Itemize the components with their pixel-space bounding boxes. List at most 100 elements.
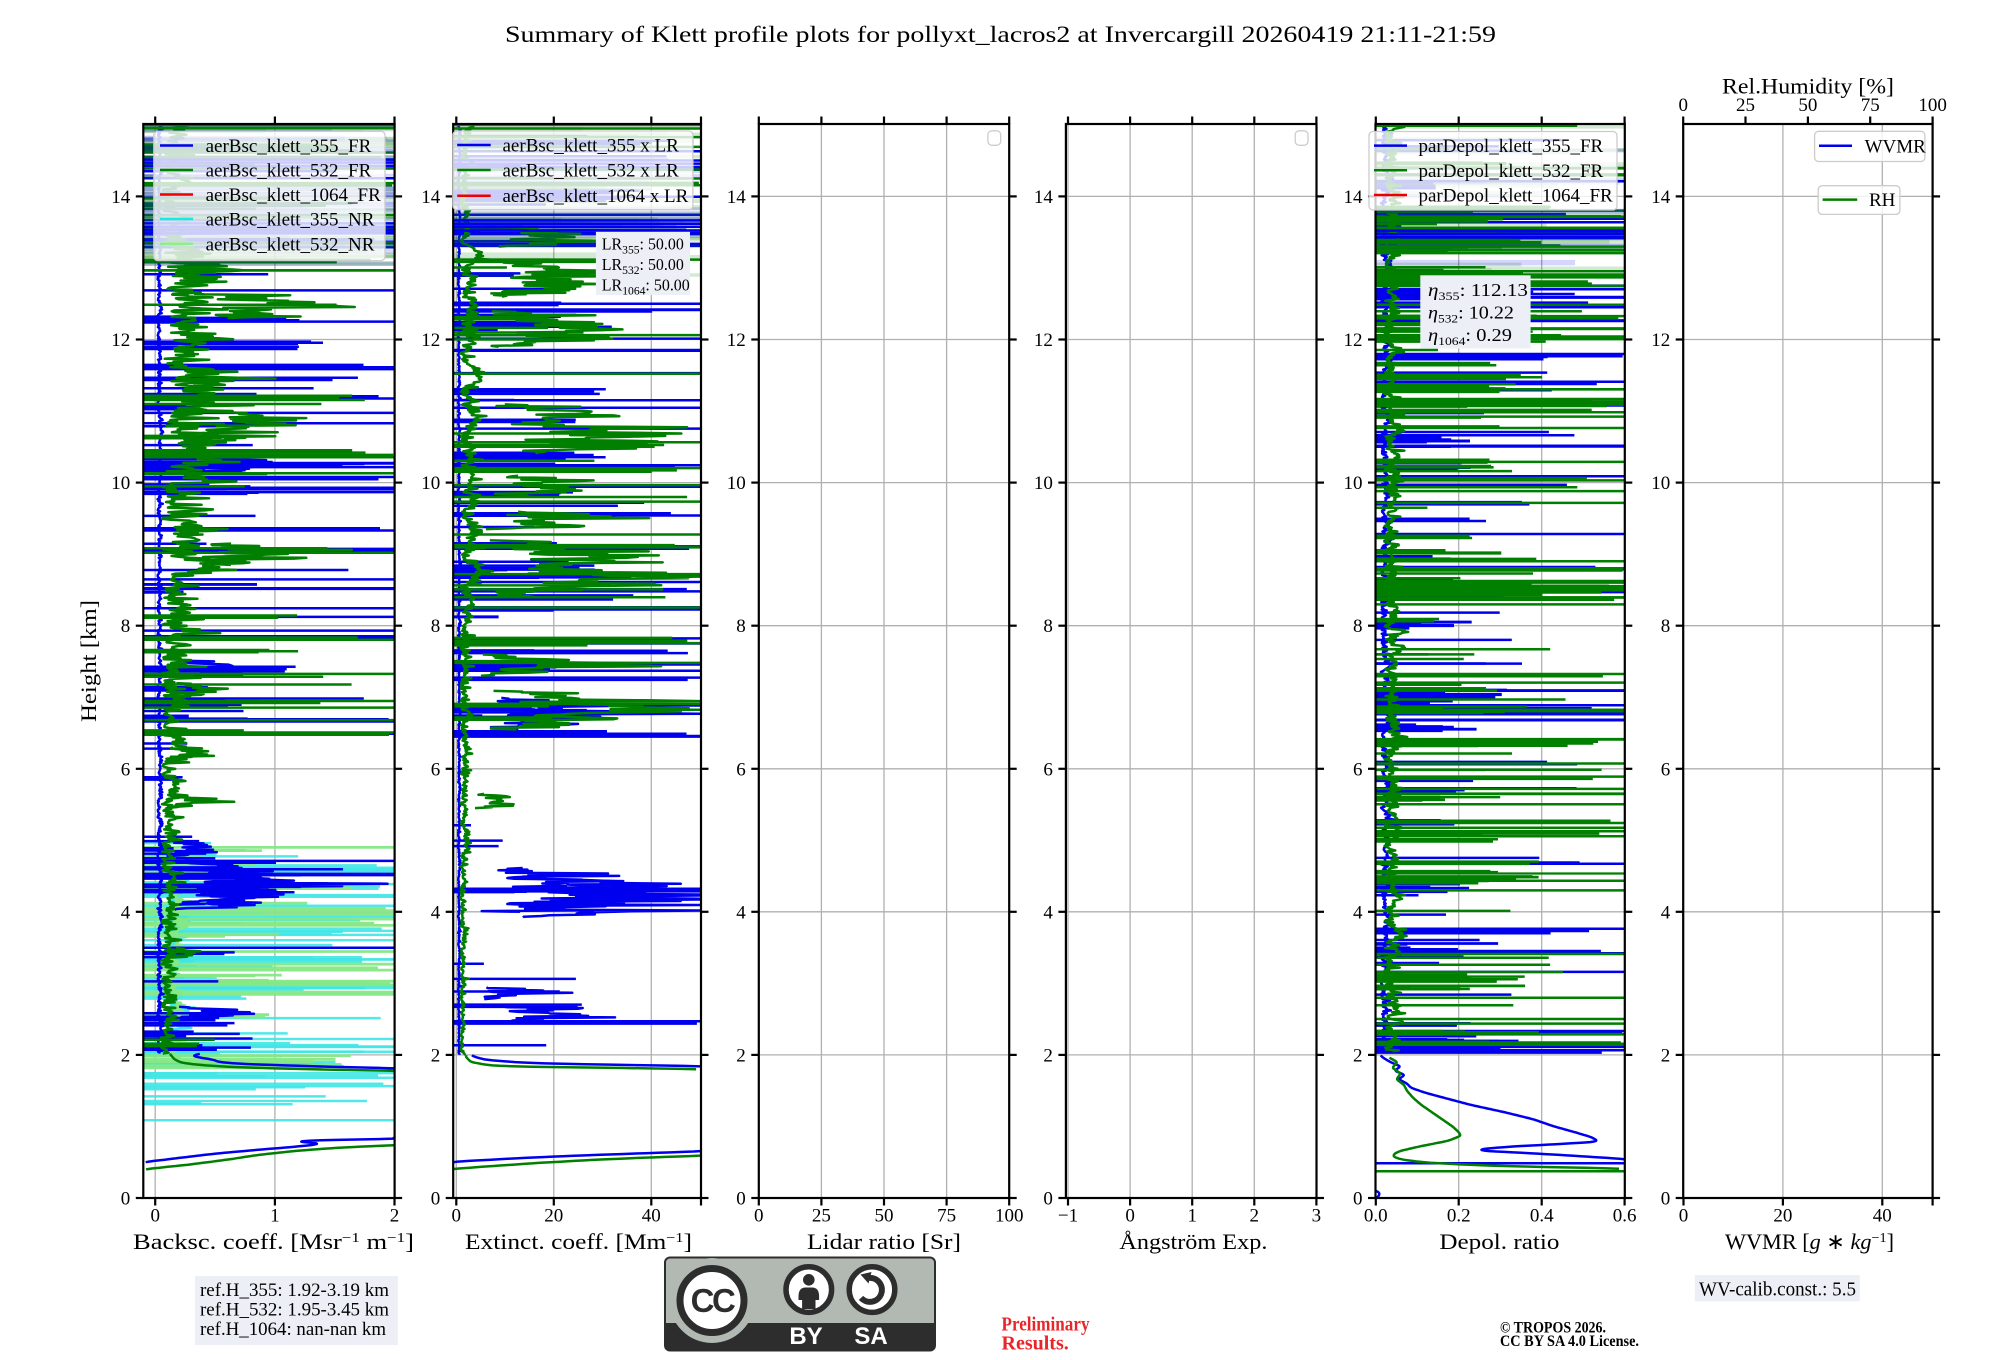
svg-text:Rel.Humidity [%]: Rel.Humidity [%]	[1722, 74, 1894, 99]
svg-text:20: 20	[544, 1206, 563, 1227]
svg-text:75: 75	[1861, 95, 1880, 116]
svg-text:CC BY SA 4.0 License.: CC BY SA 4.0 License.	[1500, 1333, 1639, 1350]
svg-text:8: 8	[1661, 616, 1671, 637]
svg-text:2: 2	[1661, 1045, 1671, 1066]
svg-text:14: 14	[1651, 187, 1671, 208]
svg-text:4: 4	[736, 902, 746, 923]
svg-text:50: 50	[875, 1206, 894, 1227]
svg-text:Results.: Results.	[1002, 1332, 1069, 1354]
svg-text:aerBsc_klett_355_FR: aerBsc_klett_355_FR	[206, 136, 372, 157]
svg-text:2: 2	[1353, 1045, 1363, 1066]
svg-text:0.0: 0.0	[1364, 1206, 1388, 1227]
svg-text:0: 0	[1678, 95, 1688, 116]
svg-text:4: 4	[1043, 902, 1053, 923]
svg-text:Depol. ratio: Depol. ratio	[1439, 1229, 1559, 1254]
svg-text:6: 6	[121, 759, 131, 780]
svg-text:ref.H_355: 1.92-3.19 km: ref.H_355: 1.92-3.19 km	[200, 1280, 389, 1301]
svg-text:© TROPOS 2026.: © TROPOS 2026.	[1500, 1320, 1606, 1337]
svg-text:12: 12	[727, 330, 746, 351]
svg-text:4: 4	[121, 902, 131, 923]
svg-text:aerBsc_klett_1064_FR: aerBsc_klett_1064_FR	[206, 185, 382, 206]
svg-text:Height [km]: Height [km]	[76, 600, 101, 722]
svg-text:Summary of Klett profile plots: Summary of Klett profile plots for polly…	[505, 22, 1496, 47]
svg-text:14: 14	[1034, 187, 1054, 208]
svg-text:4: 4	[431, 902, 441, 923]
svg-text:LR1064: 50.00: LR1064: 50.00	[602, 276, 690, 298]
svg-text:4: 4	[1353, 902, 1363, 923]
svg-text:50: 50	[1798, 95, 1817, 116]
svg-text:0.4: 0.4	[1530, 1206, 1554, 1227]
svg-text:40: 40	[1873, 1206, 1892, 1227]
svg-text:2: 2	[431, 1045, 441, 1066]
svg-text:10: 10	[421, 473, 440, 494]
svg-text:1: 1	[270, 1206, 280, 1227]
svg-text:2: 2	[736, 1045, 746, 1066]
svg-text:WVMR [g ∗ kg−1]: WVMR [g ∗ kg−1]	[1725, 1229, 1894, 1254]
svg-text:Backsc. coeff. [Msr−1​ m−1​]: Backsc. coeff. [Msr−1​ m−1​]	[133, 1229, 414, 1254]
svg-text:14: 14	[111, 187, 131, 208]
svg-text:14: 14	[727, 187, 747, 208]
svg-text:RH: RH	[1869, 190, 1896, 211]
svg-text:75: 75	[937, 1206, 956, 1227]
svg-text:6: 6	[1661, 759, 1671, 780]
svg-text:6: 6	[1043, 759, 1053, 780]
svg-text:aerBsc_klett_532_FR: aerBsc_klett_532_FR	[206, 161, 372, 182]
svg-text:aerBsc_klett_355_NR: aerBsc_klett_355_NR	[206, 210, 375, 231]
svg-text:6: 6	[736, 759, 746, 780]
svg-text:12: 12	[1651, 330, 1670, 351]
svg-text:LR355: 50.00: LR355: 50.00	[602, 235, 684, 257]
svg-text:0: 0	[431, 1189, 441, 1210]
svg-text:Extinct. coeff. [Mm−1​]: Extinct. coeff. [Mm−1​]	[465, 1229, 692, 1254]
svg-text:8: 8	[121, 616, 131, 637]
svg-text:2: 2	[121, 1045, 131, 1066]
svg-text:12: 12	[1344, 330, 1363, 351]
svg-text:−1: −1	[1058, 1206, 1078, 1227]
svg-text:parDepol_klett_532_FR: parDepol_klett_532_FR	[1419, 161, 1604, 182]
svg-text:Preliminary: Preliminary	[1002, 1313, 1090, 1335]
svg-text:10: 10	[1034, 473, 1053, 494]
svg-text:6: 6	[431, 759, 441, 780]
svg-text:12: 12	[421, 330, 440, 351]
svg-text:0: 0	[1125, 1206, 1135, 1227]
svg-text:2: 2	[1250, 1206, 1260, 1227]
svg-text:0: 0	[452, 1206, 462, 1227]
svg-text:Lidar ratio [Sr]: Lidar ratio [Sr]	[807, 1229, 961, 1254]
svg-text:aerBsc_klett_532 x LR: aerBsc_klett_532 x LR	[503, 161, 680, 182]
svg-text:14: 14	[1344, 187, 1364, 208]
svg-text:0: 0	[754, 1206, 764, 1227]
svg-text:3: 3	[1312, 1206, 1322, 1227]
svg-text:Ångström Exp.: Ångström Exp.	[1119, 1229, 1267, 1254]
svg-text:10: 10	[1344, 473, 1363, 494]
svg-text:4: 4	[1661, 902, 1671, 923]
svg-text:25: 25	[812, 1206, 831, 1227]
svg-text:100: 100	[1918, 95, 1947, 116]
svg-text:12: 12	[111, 330, 130, 351]
svg-text:aerBsc_klett_355 x LR: aerBsc_klett_355 x LR	[503, 136, 680, 157]
svg-text:6: 6	[1353, 759, 1363, 780]
svg-text:0.2: 0.2	[1447, 1206, 1471, 1227]
svg-text:10: 10	[1651, 473, 1670, 494]
svg-text:0: 0	[1353, 1189, 1363, 1210]
svg-text:2: 2	[1043, 1045, 1053, 1066]
svg-text:SA: SA	[854, 1323, 887, 1350]
svg-text:8: 8	[431, 616, 441, 637]
svg-text:η1064: 0.29: η1064: 0.29	[1428, 325, 1512, 348]
svg-text:2: 2	[390, 1206, 400, 1227]
svg-text:10: 10	[111, 473, 130, 494]
svg-text:CC: CC	[691, 1282, 735, 1319]
svg-text:ref.H_532: 1.95-3.45 km: ref.H_532: 1.95-3.45 km	[200, 1300, 389, 1321]
svg-text:20: 20	[1773, 1206, 1792, 1227]
svg-text:14: 14	[421, 187, 441, 208]
svg-text:0.6: 0.6	[1613, 1206, 1637, 1227]
svg-text:parDepol_klett_1064_FR: parDepol_klett_1064_FR	[1419, 186, 1614, 207]
svg-text:12: 12	[1034, 330, 1053, 351]
svg-text:WVMR: WVMR	[1865, 136, 1927, 157]
svg-text:parDepol_klett_355_FR: parDepol_klett_355_FR	[1419, 136, 1604, 157]
svg-text:10: 10	[727, 473, 746, 494]
svg-text:8: 8	[1043, 616, 1053, 637]
svg-text:8: 8	[736, 616, 746, 637]
svg-text:LR532: 50.00: LR532: 50.00	[602, 255, 684, 277]
svg-text:WV-calib.const.: 5.5: WV-calib.const.: 5.5	[1699, 1280, 1856, 1301]
svg-text:η532: 10.22: η532: 10.22	[1428, 303, 1514, 326]
